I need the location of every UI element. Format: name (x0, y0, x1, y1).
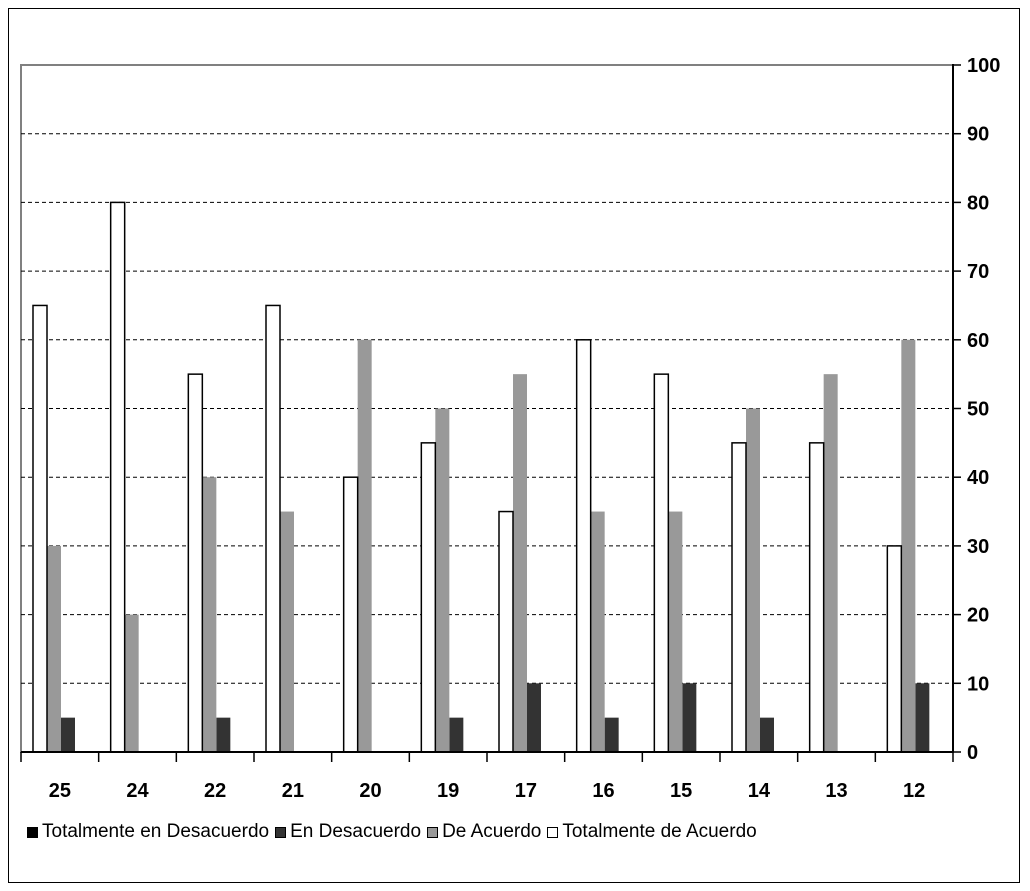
bar (668, 511, 683, 752)
bar (187, 373, 204, 753)
y-tick-label: 30 (967, 536, 989, 558)
y-tick-label: 40 (967, 467, 989, 489)
bar (202, 477, 217, 752)
bar (886, 545, 903, 753)
bar (47, 545, 61, 752)
bar (280, 511, 294, 752)
legend-swatch (27, 826, 38, 838)
bar (682, 683, 697, 752)
legend-item: Totalmente en Desacuerdo (27, 821, 269, 843)
bar (513, 374, 527, 752)
legend-item: De Acuerdo (427, 821, 541, 843)
y-tick-label: 20 (967, 605, 989, 627)
y-tick-label: 100 (967, 55, 1000, 77)
bar (746, 408, 760, 752)
chart-frame: 0 10 20 30 40 50 60 70 80 90 100 25 24 22 21 20 19 17 16 15… (8, 8, 1020, 883)
y-tick-label: 60 (967, 330, 989, 352)
legend-label: Totalmente de Acuerdo (562, 821, 757, 842)
x-tick-label: 13 (825, 780, 847, 802)
y-tick-label: 80 (967, 192, 989, 214)
bar (109, 201, 126, 753)
legend-swatch (547, 826, 559, 838)
bar (357, 339, 372, 752)
x-tick-label: 12 (903, 780, 925, 802)
bar (527, 683, 541, 752)
bar (808, 442, 825, 753)
legend-swatch (275, 826, 287, 838)
bar-chart: 0 10 20 30 40 50 60 70 80 90 100 25 24 22 21 20 19 17 16 15… (20, 55, 1000, 802)
bar (590, 511, 605, 752)
x-tick-label: 22 (204, 780, 226, 802)
y-tick-label: 50 (967, 399, 989, 421)
bar (823, 374, 838, 752)
y-tick-label: 10 (967, 673, 989, 695)
x-tick-label: 15 (670, 780, 692, 802)
x-tick-label: 20 (359, 780, 381, 802)
bar (760, 717, 774, 752)
bar (61, 717, 75, 752)
bar (420, 442, 437, 753)
legend: Totalmente en Desacuerdo En Desacuerdo De … (27, 821, 763, 843)
x-tick-label: 19 (437, 780, 459, 802)
x-tick-label: 16 (592, 780, 614, 802)
bar (449, 717, 464, 752)
y-tick-label: 0 (967, 742, 978, 764)
bar (32, 304, 48, 753)
bar (216, 717, 231, 752)
x-tick-label: 25 (49, 780, 71, 802)
bar (915, 683, 930, 752)
bar (435, 408, 450, 752)
bar (498, 510, 514, 753)
bar (653, 373, 670, 753)
y-tick-label: 90 (967, 124, 989, 146)
bar (604, 717, 619, 752)
legend-label: En Desacuerdo (290, 821, 422, 842)
bar (731, 442, 747, 753)
x-tick-label: 24 (126, 780, 149, 802)
bar (124, 614, 139, 752)
x-tick-label: 21 (282, 780, 304, 802)
legend-swatch (427, 826, 439, 838)
x-tick-label: 17 (515, 780, 537, 802)
legend-label: De Acuerdo (442, 821, 542, 842)
x-tick-label: 14 (748, 780, 771, 802)
bar (575, 339, 592, 753)
bar (265, 304, 281, 753)
bar (901, 339, 916, 752)
legend-item: Totalmente de Acuerdo (547, 821, 757, 843)
bar (342, 476, 359, 753)
y-tick-label: 70 (967, 261, 989, 283)
legend-item: En Desacuerdo (275, 821, 421, 843)
legend-label: Totalmente en Desacuerdo (42, 821, 270, 842)
